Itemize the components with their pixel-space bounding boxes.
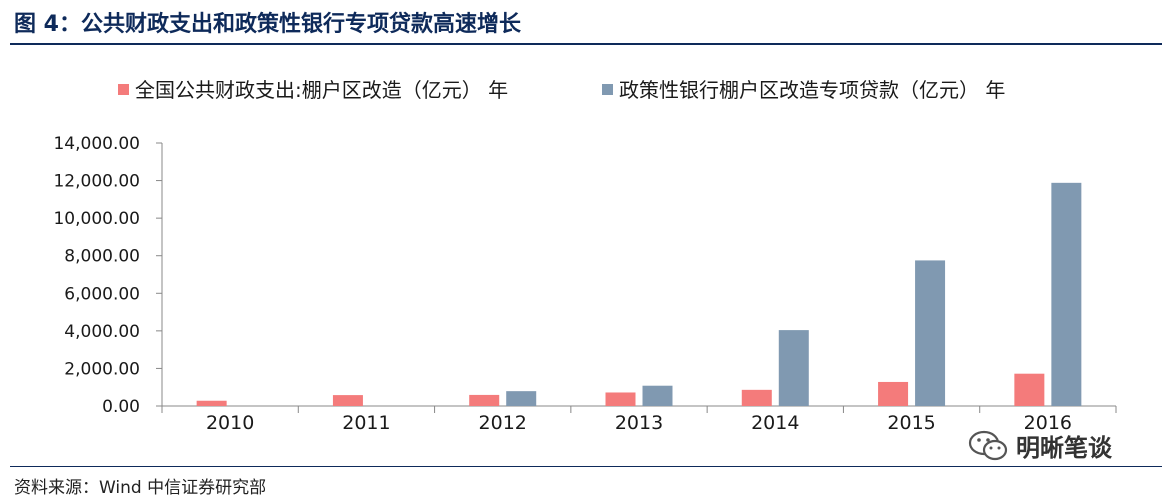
bar-series2-2012	[506, 391, 537, 406]
y-tick-label: 10,000.00	[53, 209, 140, 229]
x-tick-label: 2015	[887, 412, 935, 434]
legend-label-2: 政策性银行棚户区改造专项贷款（亿元） 年	[619, 78, 1005, 102]
bar-series1-2011	[332, 395, 363, 406]
bar-series1-2015	[878, 381, 909, 406]
axes: 0.00 2,000.00 4,000.00 6,000.00 8,000.00 10,0…	[53, 134, 1117, 434]
x-tick-label: 2016	[1024, 412, 1072, 434]
y-tick-label: 12,000.00	[53, 172, 140, 192]
bar-series1-2010	[196, 400, 227, 406]
bar-series1-2012	[469, 394, 500, 406]
bar-series2-2015	[915, 260, 946, 406]
chart-title: 图 4：公共财政支出和政策性银行专项贷款高速增长	[14, 12, 521, 37]
y-tick-label: 0.00	[102, 397, 140, 417]
bar-series1-2016	[1014, 373, 1045, 406]
wechat-icon	[968, 430, 1008, 460]
y-tick-label: 2,000.00	[64, 359, 140, 379]
y-tick-label: 8,000.00	[64, 247, 140, 267]
bar-series1-2013	[605, 392, 636, 406]
x-tick-label: 2011	[342, 412, 390, 434]
y-tick-label: 6,000.00	[64, 284, 140, 304]
x-tick-label: 2014	[751, 412, 799, 434]
legend: 全国公共财政支出:棚户区改造（亿元） 年 政策性银行棚户区改造专项贷款（亿元） 年	[118, 78, 1005, 102]
footer-divider	[10, 466, 1162, 467]
bar-series2-2014	[778, 330, 809, 406]
y-tick-label: 4,000.00	[64, 322, 140, 342]
bar-series2-2016	[1051, 182, 1082, 406]
title-divider	[10, 43, 1162, 45]
y-tick-label: 14,000.00	[53, 134, 140, 154]
watermark: 明晰笔谈	[968, 428, 1112, 463]
watermark-text: 明晰笔谈	[1016, 434, 1112, 462]
bars	[196, 182, 1082, 406]
source-note: 资料来源：Wind 中信证券研究部	[14, 478, 267, 498]
bar-series1-2014	[741, 389, 772, 406]
bar-series2-2013	[642, 385, 673, 406]
legend-swatch-2	[602, 84, 613, 95]
x-tick-label: 2010	[206, 412, 254, 434]
x-tick-label: 2012	[479, 412, 527, 434]
x-tick-label: 2013	[615, 412, 663, 434]
legend-label-1: 全国公共财政支出:棚户区改造（亿元） 年	[135, 78, 508, 102]
bar-chart: 全国公共财政支出:棚户区改造（亿元） 年 政策性银行棚户区改造专项贷款（亿元） 年…	[53, 78, 1117, 434]
legend-swatch-1	[118, 84, 129, 95]
